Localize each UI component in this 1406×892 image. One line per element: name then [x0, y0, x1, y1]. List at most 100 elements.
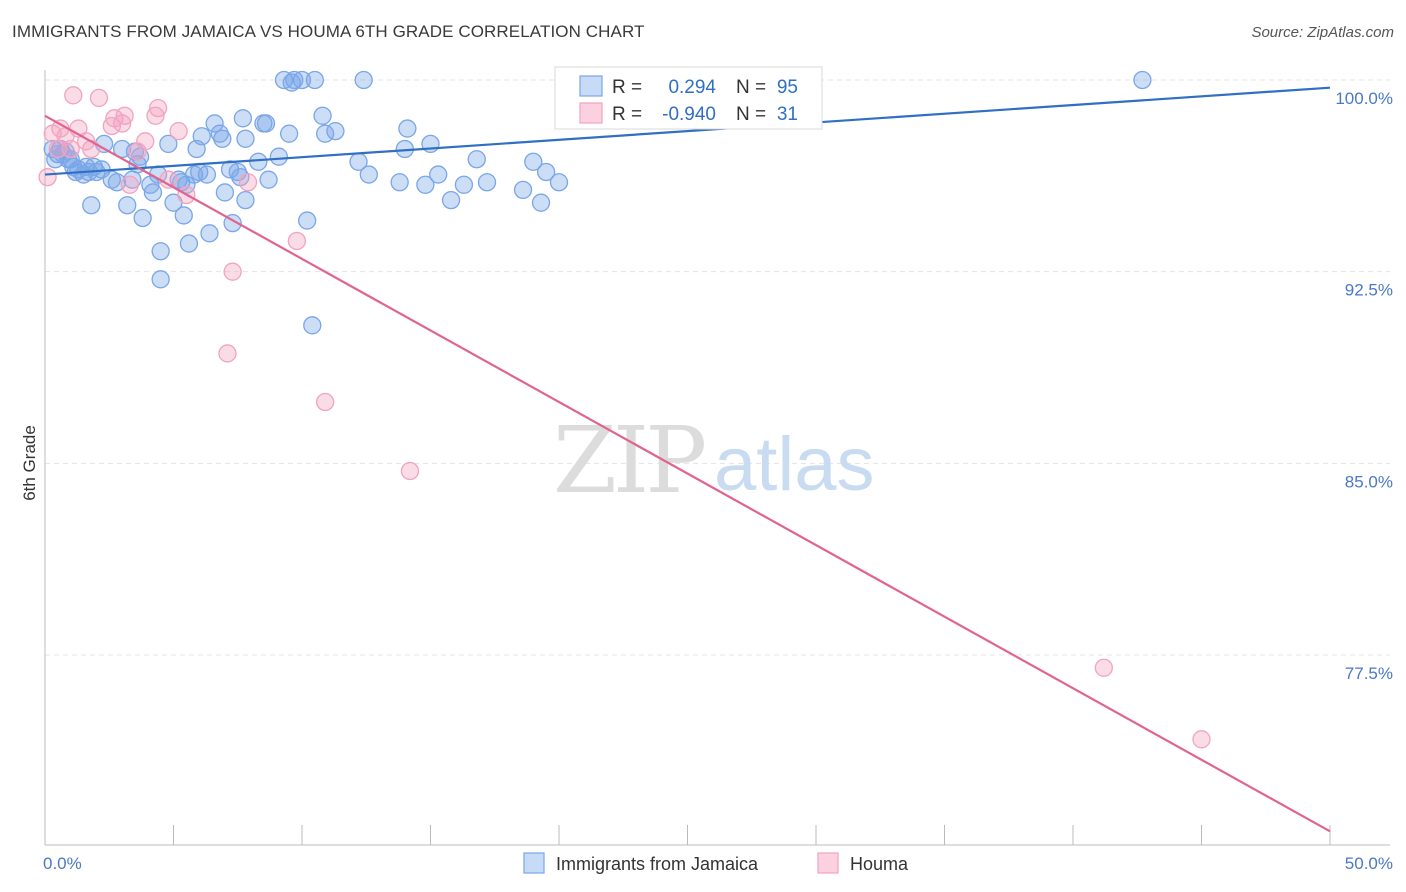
point-jamaica [236, 190, 255, 210]
point-jamaica [326, 121, 345, 141]
point-houma [400, 461, 420, 481]
source-note: Source: ZipAtlas.com [1251, 24, 1394, 41]
point-houma [61, 139, 80, 159]
point-houma [89, 88, 109, 108]
point-jamaica [233, 109, 253, 128]
y-tick-label: 100.0% [1335, 89, 1393, 108]
point-jamaica [537, 162, 556, 182]
point-jamaica [359, 165, 378, 184]
legend-n-value-2: 31 [777, 104, 798, 125]
x-tick-labels: 0.0% 50.0% [43, 854, 1393, 873]
y-tick-label: 77.5% [1345, 664, 1393, 683]
point-jamaica [159, 134, 178, 154]
y-axis-label: 6th Grade [20, 425, 39, 501]
point-jamaica [197, 165, 217, 184]
point-jamaica [215, 183, 235, 202]
point-jamaica [305, 70, 325, 90]
point-jamaica [454, 175, 474, 194]
point-jamaica [467, 150, 486, 169]
point-jamaica [303, 316, 322, 335]
x-tick-label: 50.0% [1345, 854, 1393, 873]
point-jamaica [297, 211, 317, 230]
point-jamaica [256, 114, 276, 133]
point-jamaica [118, 196, 137, 215]
point-jamaica [174, 206, 193, 225]
legend-r-value-1: 0.294 [668, 77, 716, 98]
point-houma [218, 344, 237, 363]
grid-lines [45, 79, 1390, 656]
point-houma [120, 175, 139, 194]
bottom-legend-label-houma: Houma [850, 854, 909, 874]
point-jamaica [441, 190, 461, 210]
point-jamaica [210, 124, 229, 143]
point-jamaica [269, 147, 289, 166]
point-jamaica [200, 224, 219, 243]
point-houma [287, 231, 307, 251]
bottom-legend-label-jamaica: Immigrants from Jamaica [556, 854, 759, 874]
legend-n-value-1: 95 [777, 77, 798, 98]
trend-lines [44, 86, 1331, 833]
legend-n-label-2: N = [736, 104, 766, 125]
point-jamaica [192, 127, 211, 146]
point-jamaica [151, 270, 170, 289]
point-jamaica [531, 193, 551, 212]
point-houma [38, 167, 57, 187]
legend-r-label-2: R = [612, 104, 642, 125]
point-houma [82, 139, 101, 159]
legend-swatch-blue [579, 75, 603, 97]
x-tick-label: 0.0% [43, 854, 82, 873]
point-jamaica [259, 170, 278, 189]
point-houma [64, 86, 83, 105]
point-jamaica [292, 70, 312, 90]
point-houma [1094, 658, 1113, 677]
point-jamaica [279, 124, 299, 143]
point-houma [115, 106, 134, 125]
point-houma [169, 121, 188, 141]
legend-r-value-2: -0.940 [662, 104, 716, 125]
point-jamaica [354, 70, 373, 90]
legend-swatch-pink [579, 102, 603, 124]
point-jamaica [477, 173, 497, 192]
point-jamaica [1133, 70, 1152, 90]
point-jamaica [416, 175, 435, 194]
legend-r-label-1: R = [612, 77, 642, 98]
point-houma [223, 262, 242, 281]
legend-n-label-1: N = [736, 77, 766, 98]
point-jamaica [398, 119, 417, 138]
point-jamaica [151, 242, 170, 261]
point-houma [148, 98, 168, 118]
watermark-atlas: atlas [714, 422, 875, 507]
bottom-legend-swatch-houma [817, 852, 839, 874]
legend-box: R = 0.294 N = 95 R = -0.940 N = 31 [554, 66, 823, 130]
point-jamaica [133, 208, 152, 228]
watermark: ZIP atlas [553, 407, 875, 514]
chart-title: IMMIGRANTS FROM JAMAICA VS HOUMA 6TH GRA… [12, 22, 645, 41]
trend-line-jamaica [44, 86, 1331, 176]
point-houma [315, 392, 335, 412]
axes [44, 70, 1390, 846]
point-jamaica [549, 173, 569, 192]
bottom-legend: Immigrants from Jamaica Houma [523, 852, 909, 874]
point-jamaica [429, 165, 448, 184]
point-houma [238, 173, 258, 192]
trend-line-houma [44, 114, 1331, 833]
point-jamaica [236, 129, 255, 148]
point-houma [1192, 730, 1211, 749]
point-jamaica [82, 196, 101, 215]
point-jamaica [513, 180, 533, 200]
point-jamaica [205, 114, 224, 133]
point-jamaica [249, 152, 268, 171]
point-jamaica [179, 234, 199, 253]
point-houma [136, 132, 155, 151]
watermark-zip: ZIP [553, 407, 704, 514]
point-jamaica [390, 173, 409, 192]
y-tick-label: 92.5% [1345, 281, 1393, 300]
point-jamaica [143, 183, 163, 202]
point-jamaica [313, 106, 332, 125]
y-tick-labels: 77.5% 85.0% 92.5% 100.0% [1335, 89, 1393, 683]
point-jamaica [285, 70, 304, 90]
point-jamaica [524, 152, 543, 171]
bottom-legend-swatch-jamaica [523, 852, 545, 874]
point-jamaica [213, 129, 232, 148]
